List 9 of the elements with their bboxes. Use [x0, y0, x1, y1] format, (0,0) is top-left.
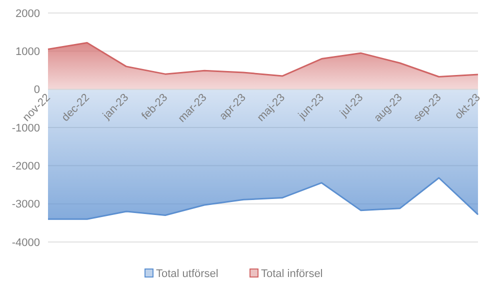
legend-label: Total införsel	[261, 268, 323, 280]
legend-label: Total utförsel	[156, 268, 218, 280]
y-tick-label: -3000	[12, 198, 40, 211]
y-tick-label: 2000	[16, 8, 40, 20]
y-tick-label: -4000	[12, 236, 40, 249]
y-tick-label: 1000	[16, 46, 40, 58]
y-tick-label: -1000	[12, 122, 40, 134]
y-tick-label: -2000	[12, 160, 40, 173]
y-tick-label: 0	[34, 84, 40, 96]
